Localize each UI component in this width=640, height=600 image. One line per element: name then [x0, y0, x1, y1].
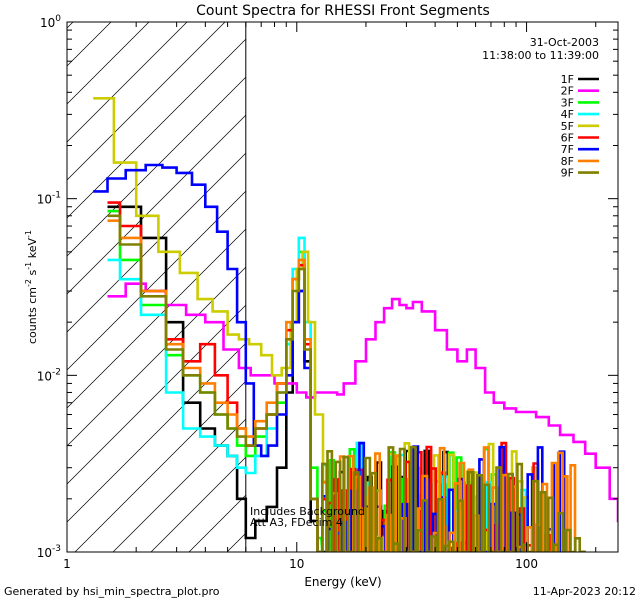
y-axis-label: counts cm-2 s-1 keV-1 — [24, 230, 39, 344]
hatch-line — [67, 38, 246, 219]
axes: 1 10 100 10-3 10-2 10-1 100 — [37, 14, 619, 571]
hatched-region — [0, 0, 640, 552]
hatch-line — [67, 22, 188, 143]
hatch-line — [67, 190, 246, 371]
legend-label: 9F — [561, 167, 574, 180]
hatch-line — [67, 22, 112, 67]
legend-label: 5F — [561, 120, 574, 133]
hatch-line — [67, 266, 246, 447]
hatch-line — [74, 380, 246, 552]
y-tick-label: 10-1 — [37, 191, 61, 207]
hatch-line — [67, 114, 246, 295]
hatch-line — [341, 0, 640, 552]
hatch-line — [0, 0, 105, 552]
x-axis-label: Energy (keV) — [304, 575, 381, 589]
hatch-line — [67, 76, 246, 257]
hatch-line — [67, 342, 246, 523]
plot-area — [0, 0, 640, 552]
footer-timestamp: 11-Apr-2023 20:12 — [533, 585, 636, 598]
series-line-9F — [107, 214, 586, 552]
legend-label: 4F — [561, 108, 574, 121]
legend-label: 3F — [561, 96, 574, 109]
legend-label: 8F — [561, 155, 574, 168]
series-line-2F — [107, 282, 618, 523]
x-tick-label: 1 — [63, 557, 71, 571]
chart-title: Count Spectra for RHESSI Front Segments — [196, 3, 490, 19]
hatch-line — [112, 418, 246, 552]
legend-label: 7F — [561, 143, 574, 156]
x-tick-label: 100 — [515, 557, 538, 571]
plot-frame — [66, 21, 619, 553]
footer-generated-by: Generated by hsi_min_spectra_plot.pro — [4, 585, 220, 598]
hatch-line — [569, 0, 640, 552]
hatch-line — [67, 152, 246, 333]
annotation-line: Includes Background — [250, 505, 365, 518]
hatch-line — [67, 304, 246, 485]
legend-label: 6F — [561, 132, 574, 145]
legend-label: 1F — [561, 73, 574, 86]
y-tick-label: 10-2 — [37, 367, 61, 383]
hatch-line — [67, 228, 246, 409]
annotation-line: Att A3, FDecim 4 — [250, 516, 343, 529]
hatch-line — [67, 22, 74, 29]
y-tick-label: 10-3 — [37, 544, 61, 560]
legend-label: 2F — [561, 85, 574, 98]
y-tick-label: 100 — [40, 14, 61, 30]
x-tick-label: 10 — [289, 557, 304, 571]
legend-header: 31-Oct-2003 — [530, 36, 599, 49]
hatch-line — [67, 22, 150, 105]
hatch-line — [607, 0, 640, 552]
legend-header: 11:38:00 to 11:39:00 — [482, 49, 599, 62]
hatch-line — [67, 22, 226, 181]
hatch-line — [531, 0, 640, 552]
